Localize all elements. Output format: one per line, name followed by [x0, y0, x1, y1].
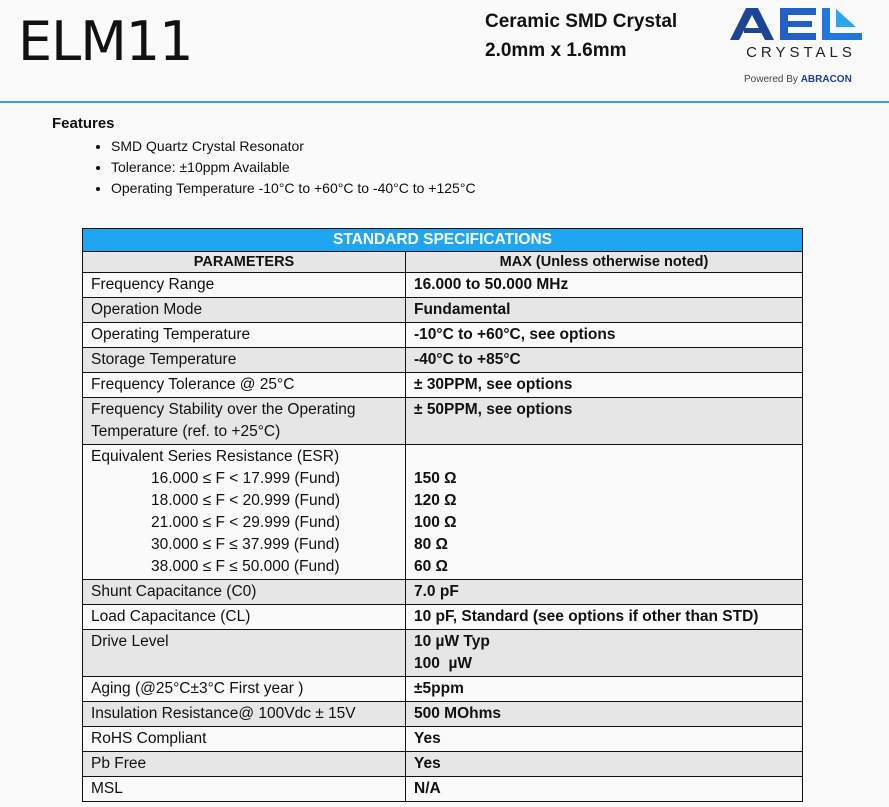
value-cell: -40°C to +85°C — [405, 347, 803, 373]
ael-crystals-logo: CRYSTALS Powered By ABRACON — [726, 4, 876, 90]
header-divider — [0, 101, 889, 103]
features-list: SMD Quartz Crystal Resonator Tolerance: … — [52, 136, 476, 199]
esr-range: 38.000 ≤ F ≤ 50.000 (Fund) — [151, 558, 340, 575]
param-cell: Drive Level — [82, 629, 406, 677]
feature-item: Operating Temperature -10°C to +60°C to … — [111, 178, 476, 199]
value-cell: 500 MOhms — [405, 701, 803, 727]
esr-value: 60 Ω — [414, 558, 448, 575]
esr-value: 120 Ω — [414, 492, 457, 509]
table-row: Insulation Resistance@ 100Vdc ± 15V 500 M… — [82, 701, 803, 727]
table-header-row: PARAMETERS MAX (Unless otherwise noted) — [82, 251, 803, 273]
table-row: Load Capacitance (CL) 10 pF, Standard (se… — [82, 604, 803, 630]
page-title: ELM11 — [18, 10, 194, 73]
value-cell: 16.000 to 50.000 MHz — [405, 272, 803, 298]
esr-value-cell: 150 Ω 120 Ω 100 Ω 80 Ω 60 Ω — [405, 444, 803, 580]
logo-crystals-text: CRYSTALS — [746, 44, 856, 61]
drive-level-row: Drive Level 10 µW Typ 100 µW — [82, 629, 803, 677]
subtitle-type: Ceramic SMD Crystal — [485, 11, 678, 32]
esr-value: 150 Ω — [414, 470, 457, 487]
esr-range: 30.000 ≤ F ≤ 37.999 (Fund) — [151, 536, 340, 553]
param-cell: MSL — [82, 776, 406, 802]
param-cell: Insulation Resistance@ 100Vdc ± 15V — [82, 701, 406, 727]
param-cell: Frequency Range — [82, 272, 406, 298]
value-cell: ±5ppm — [405, 676, 803, 702]
param-cell: Operation Mode — [82, 297, 406, 323]
esr-range: 16.000 ≤ F < 17.999 (Fund) — [151, 470, 341, 487]
param-cell: Operating Temperature — [82, 322, 406, 348]
features-section: Features SMD Quartz Crystal Resonator To… — [52, 115, 476, 199]
value-cell: Fundamental — [405, 297, 803, 323]
drive-max: 100 µW — [414, 655, 473, 672]
esr-value: 80 Ω — [414, 536, 448, 553]
param-cell: Load Capacitance (CL) — [82, 604, 406, 630]
abracon-text: ABRACON — [800, 74, 852, 85]
param-cell: Aging (@25°C±3°C First year ) — [82, 676, 406, 702]
esr-param-cell: Equivalent Series Resistance (ESR) 16.00… — [82, 444, 406, 580]
value-cell: 10 pF, Standard (see options if other th… — [405, 604, 803, 630]
specifications-table: STANDARD SPECIFICATIONS PARAMETERS MAX (… — [82, 228, 803, 802]
feature-item: Tolerance: ±10ppm Available — [111, 157, 476, 178]
value-cell: 7.0 pF — [405, 579, 803, 605]
product-subtitle: Ceramic SMD Crystal 2.0mm x 1.6mm — [485, 7, 677, 65]
col-header-value: MAX (Unless otherwise noted) — [405, 251, 803, 273]
esr-value: 100 Ω — [414, 514, 457, 531]
param-cell: RoHS Compliant — [82, 726, 406, 752]
value-cell: 10 µW Typ 100 µW — [405, 629, 803, 677]
table-row: Frequency Tolerance @ 25°C ± 30PPM, see o… — [82, 372, 803, 398]
powered-by-text: Powered By — [744, 74, 798, 85]
param-cell: Pb Free — [82, 751, 406, 777]
esr-range: 21.000 ≤ F < 29.999 (Fund) — [151, 514, 341, 531]
esr-label: Equivalent Series Resistance (ESR) — [91, 448, 340, 465]
value-cell: N/A — [405, 776, 803, 802]
esr-range: 18.000 ≤ F < 20.999 (Fund) — [151, 492, 341, 509]
table-row: Frequency Range 16.000 to 50.000 MHz — [82, 272, 803, 298]
value-cell: ± 30PPM, see options — [405, 372, 803, 398]
table-row: Frequency Stability over the Operating T… — [82, 397, 803, 445]
table-row: Operation Mode Fundamental — [82, 297, 803, 323]
table-row: Operating Temperature -10°C to +60°C, see… — [82, 322, 803, 348]
features-heading: Features — [52, 115, 115, 132]
value-cell: ± 50PPM, see options — [405, 397, 803, 445]
subtitle-size: 2.0mm x 1.6mm — [485, 40, 627, 61]
table-row: MSL N/A — [82, 776, 803, 802]
table-title-row: STANDARD SPECIFICATIONS — [82, 228, 803, 252]
param-cell: Storage Temperature — [82, 347, 406, 373]
drive-typ: 10 µW Typ — [414, 633, 490, 650]
param-cell: Frequency Tolerance @ 25°C — [82, 372, 406, 398]
table-row: Storage Temperature -40°C to +85°C — [82, 347, 803, 373]
col-header-parameters: PARAMETERS — [82, 251, 406, 273]
logo-powered-by: Powered By ABRACON — [744, 74, 852, 85]
table-row: Aging (@25°C±3°C First year ) ±5ppm — [82, 676, 803, 702]
feature-item: SMD Quartz Crystal Resonator — [111, 136, 476, 157]
esr-row: Equivalent Series Resistance (ESR) 16.00… — [82, 444, 803, 580]
table-title: STANDARD SPECIFICATIONS — [82, 228, 803, 252]
value-cell: Yes — [405, 726, 803, 752]
value-cell: Yes — [405, 751, 803, 777]
param-cell: Frequency Stability over the Operating T… — [82, 397, 406, 445]
value-cell: -10°C to +60°C, see options — [405, 322, 803, 348]
table-row: Shunt Capacitance (C0) 7.0 pF — [82, 579, 803, 605]
table-row: Pb Free Yes — [82, 751, 803, 777]
table-row: RoHS Compliant Yes — [82, 726, 803, 752]
param-cell: Shunt Capacitance (C0) — [82, 579, 406, 605]
